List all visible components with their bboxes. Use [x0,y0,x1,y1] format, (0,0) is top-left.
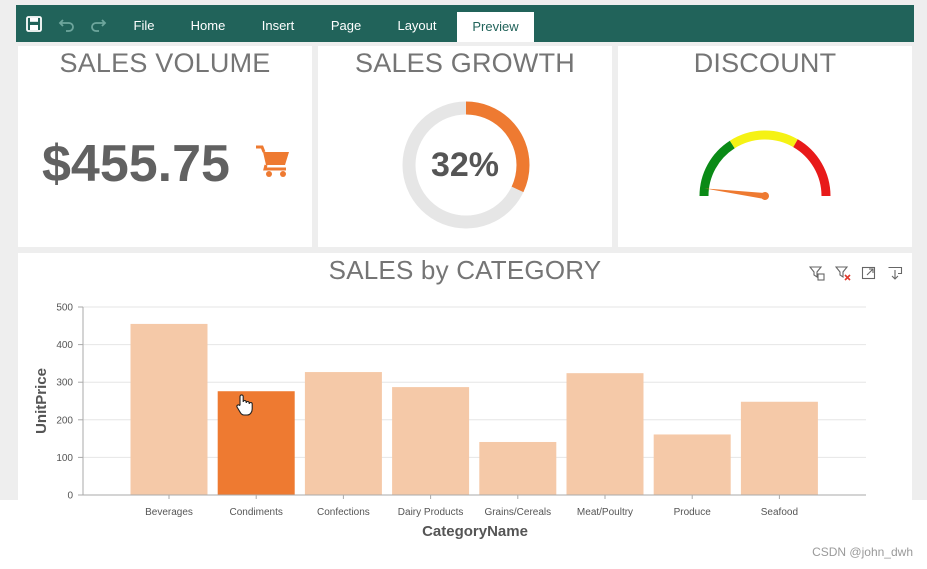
bar-meat-poultry[interactable] [566,373,644,495]
bar-seafood[interactable] [740,401,818,495]
sales-growth-card[interactable]: SALES GROWTH 32% [318,46,612,247]
hand-cursor-icon [236,394,253,416]
redo-icon[interactable] [89,15,107,33]
x-tick-label: Beverages [145,507,193,518]
bar-confections[interactable] [304,372,382,495]
x-tick-label: Grains/Cereals [484,507,551,518]
y-tick-label: 500 [56,303,73,314]
y-axis-title: UnitPrice [33,368,50,434]
ribbon-toolbar: File Home Insert Page Layout Preview [16,5,914,42]
save-icon[interactable] [25,15,43,33]
gauge-yellow-band [729,130,798,149]
y-tick-label: 100 [56,453,73,464]
undo-icon[interactable] [58,15,76,33]
x-axis-title: CategoryName [422,523,528,540]
sales-growth-value: 32% [430,146,500,184]
category-bar-chart: 0 100 200 300 400 500 Beverages Condiments Confe… [33,303,866,540]
x-tick-label: Confections [317,507,370,518]
discount-card[interactable]: DISCOUNT [618,46,912,247]
y-tick-label: 0 [67,491,73,502]
donut-progress-arc [402,101,530,229]
x-tick-label: Produce [674,507,712,518]
sales-by-category-panel[interactable]: SALES by CATEGORY 0 100 200 300 400 500 Bevera… [18,253,912,561]
bar-produce[interactable] [653,434,731,495]
y-tick-label: 200 [56,415,73,426]
x-tick-label: Dairy Products [398,507,464,518]
bar-condiments[interactable] [217,391,295,495]
discount-title: DISCOUNT [693,48,837,78]
sales-growth-donut [402,101,530,229]
sales-volume-value: $455.75 [42,135,230,193]
bar-dairy-products[interactable] [392,387,470,495]
gauge-red-band [793,139,831,197]
bar-grains-cereals[interactable] [479,441,557,495]
tab-insert[interactable]: Insert [261,18,295,33]
gauge-needle [704,188,769,200]
tab-preview[interactable]: Preview [457,12,534,42]
discount-gauge [699,130,831,200]
cart-icon [256,145,289,177]
maximize-icon[interactable] [861,265,877,281]
bar-beverages[interactable] [130,323,208,495]
x-tick-label: Condiments [230,507,283,518]
sales-volume-title: SALES VOLUME [59,48,271,78]
sales-growth-title: SALES GROWTH [355,48,575,78]
y-tick-label: 400 [56,340,73,351]
clear-filter-icon[interactable] [835,265,851,281]
category-chart-title: SALES by CATEGORY [328,255,602,285]
x-tick-label: Meat/Poultry [577,507,633,518]
gauge-green-band [699,140,735,197]
tab-file[interactable]: File [133,18,155,33]
watermark-text: CSDN @john_dwh [812,545,913,559]
export-icon[interactable] [887,265,903,281]
tab-layout[interactable]: Layout [397,18,437,33]
filter-icon[interactable] [809,265,825,281]
y-tick-label: 300 [56,378,73,389]
x-tick-label: Seafood [761,507,798,518]
sales-volume-card[interactable]: SALES VOLUME $455.75 [18,46,312,247]
tab-home[interactable]: Home [190,18,226,33]
tab-page[interactable]: Page [330,18,362,33]
